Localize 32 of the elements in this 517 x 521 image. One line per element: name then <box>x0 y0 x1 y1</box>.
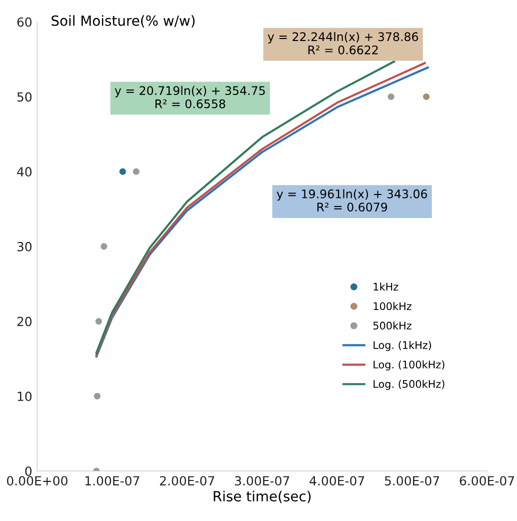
y-axis-title: Soil Moisture(% w/w) <box>52 15 195 28</box>
y-tick-label: 20 <box>17 316 32 326</box>
point <box>95 318 102 325</box>
point <box>132 168 140 175</box>
x-tick-label: 4.00E-07 <box>310 476 364 486</box>
annotation: y = 20.719ln(x) + 354.75 R² = 0.6558 <box>114 86 265 108</box>
legend-label: Log. (100kHz) <box>374 360 444 370</box>
annotation: y = 22.244ln(x) + 378.86 R² = 0.6622 <box>268 32 418 54</box>
point <box>423 93 430 100</box>
point <box>388 93 394 100</box>
y-tick-label: 40 <box>17 167 32 177</box>
y-tick-label: 10 <box>18 392 32 402</box>
y-tick-label: 50 <box>17 92 32 102</box>
point <box>100 243 108 250</box>
x-tick-label: 1.00E-07 <box>85 476 140 486</box>
legend-label: 1kHz <box>374 282 398 290</box>
legend-label: 500kHz <box>373 321 412 330</box>
point <box>94 392 100 400</box>
y-tick-label: 60 <box>17 17 32 27</box>
x-tick-label: 2.00E-07 <box>160 476 214 486</box>
legend-label: Log. (500kHz) <box>374 380 444 390</box>
legend-label: 100kHz <box>374 302 412 310</box>
point <box>119 168 126 175</box>
y-tick-label: 0 <box>25 466 32 476</box>
annotation: y = 19.961ln(x) + 343.06 R² = 0.6079 <box>276 189 428 212</box>
x-tick-label: 6.00E-07 <box>460 476 514 486</box>
x-tick-label: 3.00E-07 <box>235 476 290 486</box>
legend-label: Log. (1kHz) <box>374 340 432 352</box>
y-tick-label: 30 <box>17 242 32 252</box>
x-tick-label: 5.00E-07 <box>384 476 440 486</box>
x-tick-label: 0.00E+00 <box>6 476 68 486</box>
x-axis-title: Rise time(sec) <box>214 490 311 504</box>
